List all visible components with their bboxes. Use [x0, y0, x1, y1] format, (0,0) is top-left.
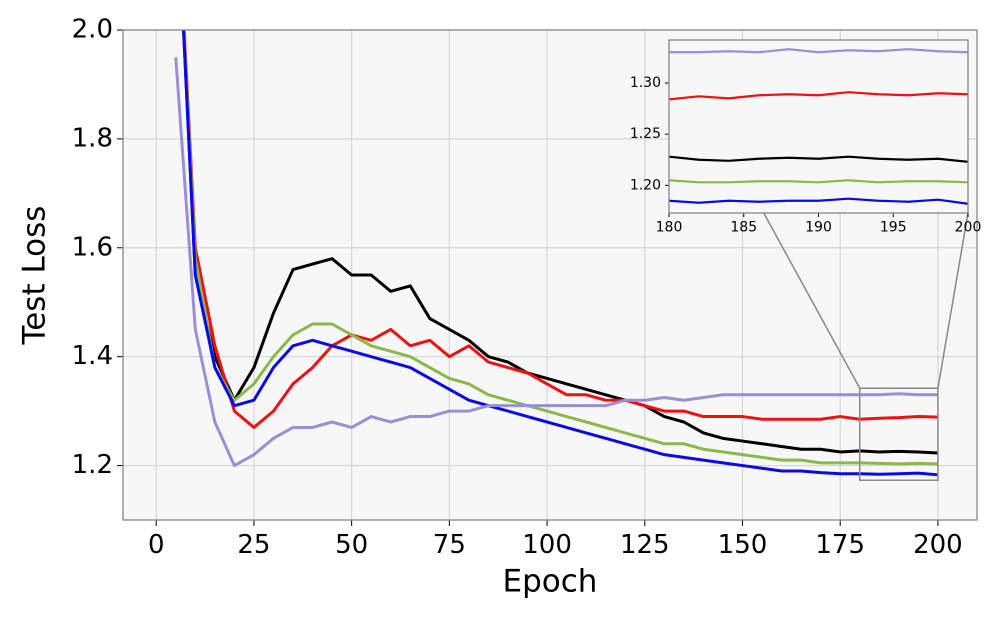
zoom-box	[858, 387, 939, 482]
y-tick-label: 1.2	[72, 450, 113, 480]
x-tick-label: 195	[880, 220, 907, 236]
y-tick-label: 1.8	[72, 123, 113, 153]
line-series	[669, 179, 968, 184]
x-tick-label: 150	[718, 530, 768, 560]
x-tick-label: 75	[433, 530, 466, 560]
x-tick-label: 175	[815, 530, 865, 560]
line-series	[669, 91, 968, 101]
y-tick-label: 1.6	[72, 232, 113, 262]
y-tick-label: 1.20	[630, 177, 661, 193]
zoom-connector	[937, 212, 969, 389]
line-series	[182, 30, 938, 466]
x-tick-label: 190	[805, 220, 832, 236]
x-tick-label: 100	[522, 530, 572, 560]
line-series	[182, 30, 938, 429]
line-series	[182, 30, 939, 477]
x-tick-label: 200	[955, 220, 982, 236]
x-tick-label: 185	[730, 220, 757, 236]
line-series	[669, 48, 968, 54]
line-series	[174, 57, 938, 468]
line-series	[669, 197, 968, 205]
y-tick-label: 1.25	[630, 126, 661, 142]
x-tick-label: 0	[148, 530, 165, 560]
x-axis-label: Epoch	[503, 564, 598, 600]
plot-background	[669, 40, 968, 213]
y-tick-label: 1.4	[72, 341, 113, 371]
y-tick-label: 2.0	[72, 15, 113, 45]
plot-frame	[122, 29, 978, 521]
y-tick-label: 1.30	[630, 75, 661, 91]
x-tick-label: 200	[913, 530, 963, 560]
x-tick-label: 50	[335, 530, 368, 560]
line-series	[182, 30, 939, 455]
y-axis-label: Test Loss	[17, 206, 53, 346]
plot-frame	[668, 39, 969, 214]
x-tick-label: 25	[237, 530, 270, 560]
x-tick-label: 125	[620, 530, 670, 560]
line-series	[669, 155, 968, 163]
x-tick-label: 180	[656, 220, 683, 236]
